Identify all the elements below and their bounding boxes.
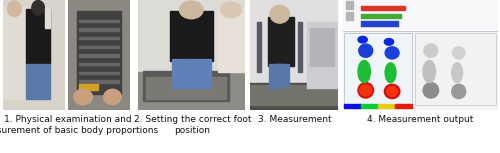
Ellipse shape bbox=[104, 89, 121, 105]
Bar bbox=[361, 6, 405, 10]
Bar bbox=[361, 21, 399, 26]
Ellipse shape bbox=[32, 1, 44, 15]
Ellipse shape bbox=[358, 83, 374, 98]
Ellipse shape bbox=[360, 85, 372, 96]
Bar bbox=[361, 14, 402, 18]
Bar bbox=[298, 22, 302, 72]
Text: 3. Measurement: 3. Measurement bbox=[258, 115, 331, 124]
Bar bbox=[79, 20, 119, 22]
Bar bbox=[395, 104, 412, 108]
Bar bbox=[250, 83, 338, 110]
Ellipse shape bbox=[384, 39, 394, 45]
Bar bbox=[143, 71, 229, 101]
Ellipse shape bbox=[452, 84, 466, 99]
Ellipse shape bbox=[8, 1, 21, 17]
Ellipse shape bbox=[270, 6, 289, 23]
Bar bbox=[268, 17, 294, 66]
Text: 2. Setting the correct foot
position: 2. Setting the correct foot position bbox=[134, 115, 252, 135]
Ellipse shape bbox=[386, 86, 398, 96]
Bar bbox=[79, 80, 119, 83]
Ellipse shape bbox=[180, 1, 203, 19]
Bar bbox=[79, 72, 119, 74]
Bar bbox=[361, 104, 378, 108]
Text: 1. Physical examination and
measurement of basic body proportions: 1. Physical examination and measurement … bbox=[0, 115, 158, 135]
Bar bbox=[26, 9, 50, 64]
Ellipse shape bbox=[74, 89, 92, 105]
Bar bbox=[79, 54, 119, 57]
Ellipse shape bbox=[423, 61, 436, 83]
Ellipse shape bbox=[423, 83, 438, 98]
Bar bbox=[378, 104, 395, 108]
Ellipse shape bbox=[385, 47, 399, 59]
Bar bbox=[218, 8, 245, 72]
Bar bbox=[79, 63, 119, 65]
Bar bbox=[77, 11, 120, 94]
Bar bbox=[191, 60, 210, 88]
Bar bbox=[276, 64, 288, 86]
Ellipse shape bbox=[358, 61, 370, 83]
Bar bbox=[172, 60, 191, 88]
Bar bbox=[2, 6, 26, 99]
Ellipse shape bbox=[359, 44, 372, 57]
Ellipse shape bbox=[384, 84, 400, 99]
Bar bbox=[170, 11, 213, 61]
Ellipse shape bbox=[385, 63, 396, 83]
Bar bbox=[342, 0, 498, 31]
Bar bbox=[344, 33, 412, 105]
Bar bbox=[310, 28, 334, 66]
Bar bbox=[250, 85, 338, 105]
Bar bbox=[416, 33, 496, 105]
Bar bbox=[269, 64, 281, 88]
Bar bbox=[79, 46, 119, 48]
Ellipse shape bbox=[424, 44, 438, 57]
Bar bbox=[79, 37, 119, 39]
Ellipse shape bbox=[452, 47, 465, 59]
Bar bbox=[79, 28, 119, 31]
Ellipse shape bbox=[358, 36, 368, 43]
Bar bbox=[346, 1, 354, 9]
Text: 4. Measurement output: 4. Measurement output bbox=[367, 115, 473, 124]
Bar bbox=[257, 22, 260, 72]
Bar bbox=[344, 104, 361, 108]
Bar bbox=[26, 64, 50, 99]
Bar bbox=[146, 77, 226, 99]
Ellipse shape bbox=[220, 2, 242, 18]
Bar bbox=[45, 8, 50, 28]
Bar bbox=[138, 72, 245, 110]
Ellipse shape bbox=[452, 63, 462, 83]
Bar bbox=[79, 84, 98, 90]
Bar bbox=[307, 22, 338, 88]
Bar bbox=[138, 0, 245, 72]
Bar bbox=[346, 12, 354, 20]
